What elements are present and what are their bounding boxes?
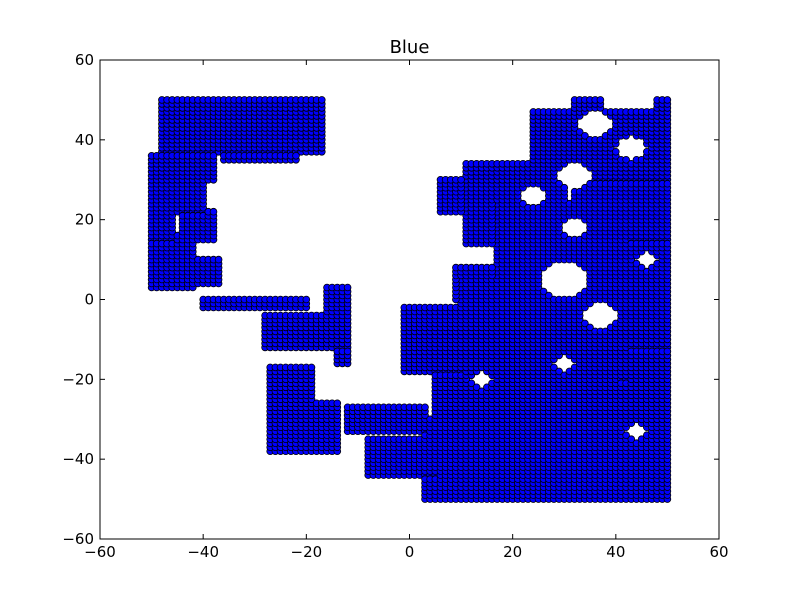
points-layer: [147, 96, 672, 503]
data-point: [302, 295, 311, 304]
chart-title: Blue: [390, 37, 430, 58]
data-point: [333, 399, 342, 408]
data-point: [421, 403, 429, 412]
data-point: [343, 283, 352, 292]
data-point: [457, 176, 465, 184]
data-point: [611, 148, 620, 156]
data-point: [292, 152, 300, 160]
data-point: [307, 363, 316, 372]
data-point: [209, 207, 218, 216]
data-point: [214, 255, 223, 264]
data-point: [560, 183, 569, 192]
data-point: [209, 152, 218, 160]
data-point: [317, 96, 326, 104]
data-point: [488, 263, 496, 272]
data-point: [343, 347, 352, 356]
